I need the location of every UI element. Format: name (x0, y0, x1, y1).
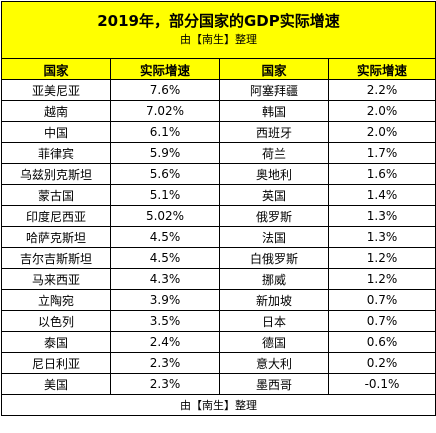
growth-right-cell: 0.7% (327, 310, 436, 332)
country-left-cell: 菲律宾 (1, 142, 111, 164)
growth-left-cell: 4.3% (110, 268, 220, 290)
growth-right-cell: 1.3% (327, 205, 436, 227)
table-subtitle: 由【南生】整理 (180, 33, 257, 46)
country-right-cell: 西班牙 (219, 121, 329, 143)
country-left-cell: 立陶宛 (1, 289, 111, 311)
growth-left-cell: 4.5% (110, 226, 220, 248)
country-left-cell: 泰国 (1, 331, 111, 353)
table-row: 蒙古国 5.1% 英国 1.4% (1, 184, 436, 206)
table-row: 乌兹别克斯坦 5.6% 奥地利 1.6% (1, 163, 436, 185)
growth-left-cell: 2.3% (110, 352, 220, 374)
country-right-cell: 韩国 (219, 100, 329, 122)
table-row: 中国 6.1% 西班牙 2.0% (1, 121, 436, 143)
country-left-cell: 亚美尼亚 (1, 79, 111, 101)
country-right-cell: 新加坡 (219, 289, 329, 311)
growth-right-cell: 1.6% (327, 163, 436, 185)
table-row: 菲律宾 5.9% 荷兰 1.7% (1, 142, 436, 164)
growth-right-cell: 0.6% (327, 331, 436, 353)
country-right-cell: 挪威 (219, 268, 329, 290)
growth-right-cell: 2.0% (327, 100, 436, 122)
country-right-cell: 德国 (219, 331, 329, 353)
title-cell: 2019年，部分国家的GDP实际增速 由【南生】整理 (0, 1, 436, 59)
country-left-cell: 美国 (1, 373, 111, 395)
country-right-cell: 白俄罗斯 (219, 247, 329, 269)
growth-right-cell: 1.3% (327, 226, 436, 248)
growth-left-cell: 3.9% (110, 289, 220, 311)
gdp-table: 2019年，部分国家的GDP实际增速 由【南生】整理 国家 实际增速 国家 实际… (0, 1, 436, 416)
country-right-cell: 墨西哥 (219, 373, 329, 395)
country-right-cell: 意大利 (219, 352, 329, 374)
growth-left-cell: 5.6% (110, 163, 220, 185)
country-right-cell: 日本 (219, 310, 329, 332)
table-row: 泰国 2.4% 德国 0.6% (1, 331, 436, 353)
growth-left-cell: 7.6% (110, 79, 220, 101)
header-growth-right: 实际增速 (327, 58, 436, 80)
country-right-cell: 俄罗斯 (219, 205, 329, 227)
growth-left-cell: 5.02% (110, 205, 220, 227)
growth-right-cell: 0.2% (327, 352, 436, 374)
growth-left-cell: 6.1% (110, 121, 220, 143)
growth-left-cell: 7.02% (110, 100, 220, 122)
table-row: 立陶宛 3.9% 新加坡 0.7% (1, 289, 436, 311)
header-growth-left: 实际增速 (110, 58, 220, 80)
table-row: 吉尔吉斯斯坦 4.5% 白俄罗斯 1.2% (1, 247, 436, 269)
table-row: 以色列 3.5% 日本 0.7% (1, 310, 436, 332)
table-row: 印度尼西亚 5.02% 俄罗斯 1.3% (1, 205, 436, 227)
table-row: 越南 7.02% 韩国 2.0% (1, 100, 436, 122)
table-title: 2019年，部分国家的GDP实际增速 (97, 12, 340, 30)
country-left-cell: 哈萨克斯坦 (1, 226, 111, 248)
growth-right-cell: 1.7% (327, 142, 436, 164)
growth-right-cell: 0.7% (327, 289, 436, 311)
growth-right-cell: 2.0% (327, 121, 436, 143)
table-row: 尼日利亚 2.3% 意大利 0.2% (1, 352, 436, 374)
country-left-cell: 尼日利亚 (1, 352, 111, 374)
country-right-cell: 荷兰 (219, 142, 329, 164)
country-right-cell: 法国 (219, 226, 329, 248)
growth-left-cell: 3.5% (110, 310, 220, 332)
footer-cell: 由【南生】整理 (0, 394, 436, 416)
growth-left-cell: 2.4% (110, 331, 220, 353)
header-row: 国家 实际增速 国家 实际增速 (1, 58, 436, 80)
country-left-cell: 吉尔吉斯斯坦 (1, 247, 111, 269)
header-country-left: 国家 (1, 58, 111, 80)
table-row: 美国 2.3% 墨西哥 -0.1% (1, 373, 436, 395)
growth-right-cell: 2.2% (327, 79, 436, 101)
growth-right-cell: 1.4% (327, 184, 436, 206)
table-row: 亚美尼亚 7.6% 阿塞拜疆 2.2% (1, 79, 436, 101)
table-row: 马来西亚 4.3% 挪威 1.2% (1, 268, 436, 290)
country-left-cell: 中国 (1, 121, 111, 143)
country-right-cell: 奥地利 (219, 163, 329, 185)
growth-left-cell: 4.5% (110, 247, 220, 269)
country-left-cell: 印度尼西亚 (1, 205, 111, 227)
growth-left-cell: 5.9% (110, 142, 220, 164)
country-left-cell: 乌兹别克斯坦 (1, 163, 111, 185)
title-row: 2019年，部分国家的GDP实际增速 由【南生】整理 (0, 1, 436, 59)
growth-left-cell: 2.3% (110, 373, 220, 395)
growth-right-cell: 1.2% (327, 268, 436, 290)
country-left-cell: 越南 (1, 100, 111, 122)
header-country-right: 国家 (219, 58, 329, 80)
growth-right-cell: 1.2% (327, 247, 436, 269)
country-right-cell: 英国 (219, 184, 329, 206)
country-left-cell: 蒙古国 (1, 184, 111, 206)
growth-right-cell: -0.1% (327, 373, 436, 395)
country-left-cell: 以色列 (1, 310, 111, 332)
country-left-cell: 马来西亚 (1, 268, 111, 290)
growth-left-cell: 5.1% (110, 184, 220, 206)
country-right-cell: 阿塞拜疆 (219, 79, 329, 101)
footer-row: 由【南生】整理 (0, 394, 436, 416)
table-row: 哈萨克斯坦 4.5% 法国 1.3% (1, 226, 436, 248)
